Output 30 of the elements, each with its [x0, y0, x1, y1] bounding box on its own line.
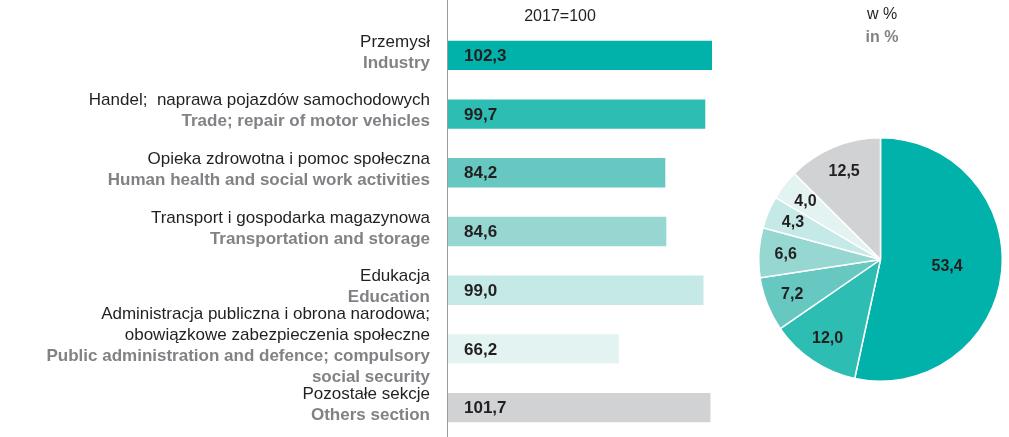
- bar: [448, 40, 712, 71]
- data-label: 4,3: [781, 213, 805, 231]
- y-tick-label: Przemysł Industry: [360, 31, 431, 72]
- data-label: 84,2: [464, 163, 498, 183]
- bar: [448, 275, 704, 305]
- bar: [448, 392, 711, 423]
- bar: [448, 158, 666, 188]
- chart-title: 2017=100: [524, 7, 596, 25]
- bar: [448, 216, 667, 247]
- y-tick-label: Transport i gospodarka magazynowa Transportation and storage: [150, 207, 431, 248]
- data-label: 6,6: [774, 244, 797, 262]
- data-label: 12,5: [828, 162, 860, 180]
- data-label: 4,0: [794, 191, 817, 209]
- data-label: 53,4: [931, 257, 963, 275]
- y-tick-label: Handel; naprawa pojazdów samochodowych Trade; repair of motor vehicles: [88, 90, 430, 131]
- data-label: 84,6: [464, 222, 498, 242]
- data-label: 12,0: [812, 328, 844, 346]
- data-label: 102,3: [464, 46, 507, 66]
- data-label: 99,7: [464, 104, 498, 124]
- chart-subtitle: in %: [865, 28, 899, 46]
- y-tick-label: Edukacja Education: [347, 266, 431, 307]
- bar: [448, 334, 619, 364]
- y-tick-label: Opieka zdrowotna i pomoc społeczna Human health and social work activities: [107, 148, 431, 189]
- data-label: 101,7: [464, 398, 507, 418]
- bar: [448, 99, 706, 129]
- data-label: 66,2: [464, 339, 498, 359]
- chart-title: w %: [865, 5, 898, 23]
- data-label: 99,0: [464, 280, 498, 300]
- y-tick-label: Administracja publiczna i obrona narodowa; obowiązkowe zabezpieczenia społeczne Public administration and defence; compulsory social security: [46, 304, 431, 387]
- data-label: 7,2: [781, 284, 804, 302]
